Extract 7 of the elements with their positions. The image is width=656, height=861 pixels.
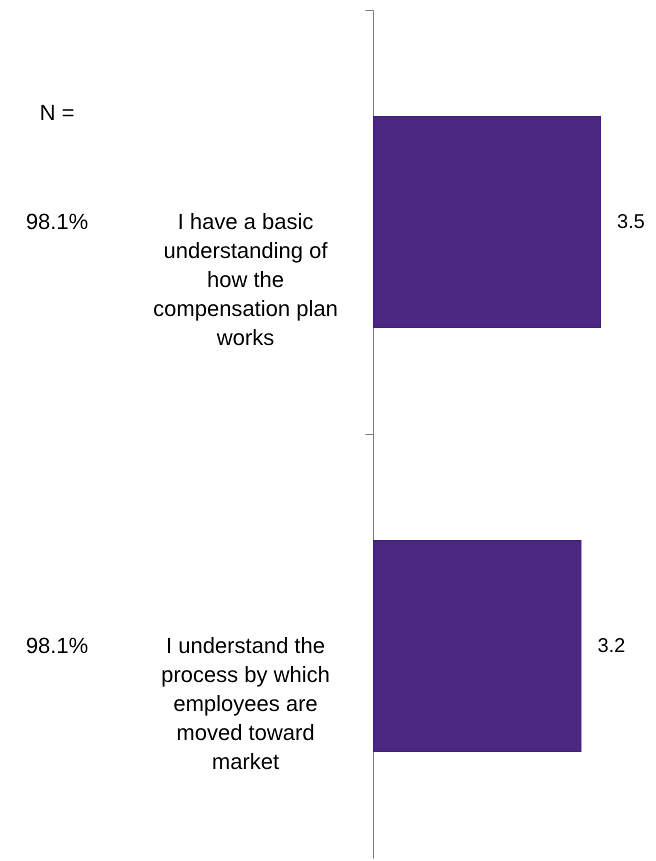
data-label: 3.5	[617, 211, 645, 233]
text: N =	[40, 100, 74, 125]
text: 98.1%	[26, 209, 88, 234]
y-tick-label: I understand the process by which employees are moved toward market	[161, 633, 330, 774]
text: 98.1%	[26, 633, 88, 658]
data-label: 3.2	[597, 635, 626, 657]
y-tick-label: I have a basic understanding of how the compensation plan works	[153, 209, 338, 350]
